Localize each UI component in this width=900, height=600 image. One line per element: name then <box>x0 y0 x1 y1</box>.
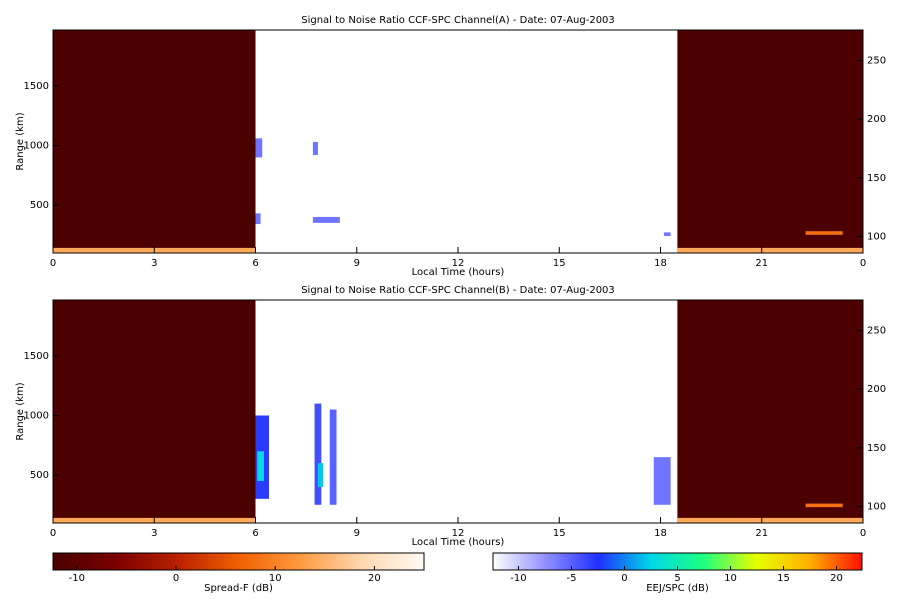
x-tick-label: 6 <box>252 258 258 269</box>
colorbar-tick-label: -10 <box>69 573 85 584</box>
heat-cell <box>677 247 863 253</box>
y-axis-label: Range (km) <box>15 382 26 440</box>
y2-tick-label: 100 <box>867 232 886 243</box>
panel: Signal to Noise Ratio CCF-SPC Channel(B)… <box>15 285 886 548</box>
colorbar <box>52 552 425 571</box>
y-tick-label: 1000 <box>24 140 49 151</box>
colorbar-label: EEJ/SPC (dB) <box>646 583 709 594</box>
colorbar-tick-label: 20 <box>368 573 381 584</box>
heat-cell <box>53 300 256 523</box>
x-tick-label: 21 <box>755 528 768 539</box>
y2-tick-label: 200 <box>867 384 886 395</box>
colorbar-tick-label: -10 <box>510 573 526 584</box>
colorbar-tick-label: 10 <box>269 573 282 584</box>
x-tick-label: 18 <box>654 258 667 269</box>
x-tick-label: 9 <box>354 528 360 539</box>
heat-cell <box>677 517 863 523</box>
colorbar-tick-label: 0 <box>621 573 627 584</box>
x-tick-label: 15 <box>553 528 566 539</box>
y2-tick-label: 150 <box>867 443 886 454</box>
colorbar-tick-label: 20 <box>830 573 843 584</box>
heat-cell <box>255 138 263 158</box>
heat-cell <box>255 213 261 225</box>
x-tick-label: 0 <box>50 528 56 539</box>
colorbar-label: Spread-F (dB) <box>204 583 273 594</box>
heat-cell <box>317 463 323 487</box>
y-tick-label: 500 <box>30 200 49 211</box>
heat-cell <box>677 300 863 523</box>
heat-cell <box>312 141 318 156</box>
colorbar-tick-label: 5 <box>674 573 680 584</box>
x-tick-label: 15 <box>553 258 566 269</box>
heat-cell <box>663 232 671 236</box>
heat-cell <box>653 457 671 505</box>
x-tick-label: 0 <box>860 258 866 269</box>
x-tick-label: 9 <box>354 258 360 269</box>
colorbar-tick-label: -5 <box>566 573 576 584</box>
y2-tick-label: 200 <box>867 114 886 125</box>
y2-tick-label: 250 <box>867 326 886 337</box>
y-axis-label: Range (km) <box>15 112 26 170</box>
x-tick-label: 0 <box>860 528 866 539</box>
y2-tick-label: 100 <box>867 502 886 513</box>
heat-cell <box>329 409 337 505</box>
x-axis-label: Local Time (hours) <box>412 267 505 278</box>
colorbar-tick-label: 10 <box>724 573 737 584</box>
heat-cell <box>53 30 256 253</box>
heat-cell <box>257 451 264 481</box>
x-tick-label: 18 <box>654 528 667 539</box>
y-tick-label: 1500 <box>24 351 49 362</box>
heat-cell <box>805 503 843 508</box>
y-tick-label: 500 <box>30 470 49 481</box>
x-tick-label: 12 <box>452 258 465 269</box>
x-tick-label: 3 <box>151 528 157 539</box>
x-axis-label: Local Time (hours) <box>412 537 505 548</box>
x-tick-label: 6 <box>252 528 258 539</box>
colorbar-tick-label: 0 <box>173 573 179 584</box>
x-tick-label: 12 <box>452 528 465 539</box>
x-tick-label: 0 <box>50 258 56 269</box>
heat-cell <box>805 231 843 235</box>
y-tick-label: 1500 <box>24 81 49 92</box>
heat-cell <box>312 216 340 223</box>
heat-cell <box>314 403 322 505</box>
colorbar-tick-label: 15 <box>777 573 790 584</box>
chart-title: Signal to Noise Ratio CCF-SPC Channel(B)… <box>301 285 615 296</box>
y-tick-label: 1000 <box>24 410 49 421</box>
chart-title: Signal to Noise Ratio CCF-SPC Channel(A)… <box>301 15 615 26</box>
heat-cell <box>677 30 863 253</box>
x-tick-label: 21 <box>755 258 768 269</box>
panel: Signal to Noise Ratio CCF-SPC Channel(A)… <box>15 15 886 278</box>
x-tick-label: 3 <box>151 258 157 269</box>
y2-tick-label: 150 <box>867 173 886 184</box>
y2-tick-label: 250 <box>867 56 886 67</box>
